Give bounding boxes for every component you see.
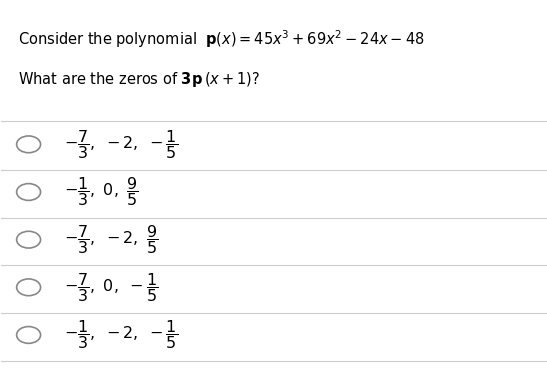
Text: $-\dfrac{7}{3},\ -2,\ -\dfrac{1}{5}$: $-\dfrac{7}{3},\ -2,\ -\dfrac{1}{5}$ (64, 128, 178, 161)
Text: What are the zeros of $\mathbf{3p}\,(x + 1)$?: What are the zeros of $\mathbf{3p}\,(x +… (18, 70, 260, 89)
Text: $-\dfrac{1}{3},\ 0,\ \dfrac{9}{5}$: $-\dfrac{1}{3},\ 0,\ \dfrac{9}{5}$ (64, 175, 139, 209)
Text: $-\dfrac{1}{3},\ -2,\ -\dfrac{1}{5}$: $-\dfrac{1}{3},\ -2,\ -\dfrac{1}{5}$ (64, 318, 178, 351)
Text: $-\dfrac{7}{3},\ -2,\ \dfrac{9}{5}$: $-\dfrac{7}{3},\ -2,\ \dfrac{9}{5}$ (64, 223, 158, 256)
Text: Consider the polynomial  $\mathbf{p}(x) = 45x^3 + 69x^2 - 24x - 48$: Consider the polynomial $\mathbf{p}(x) =… (18, 28, 424, 50)
Text: $-\dfrac{7}{3},\ 0,\ -\dfrac{1}{5}$: $-\dfrac{7}{3},\ 0,\ -\dfrac{1}{5}$ (64, 271, 158, 304)
